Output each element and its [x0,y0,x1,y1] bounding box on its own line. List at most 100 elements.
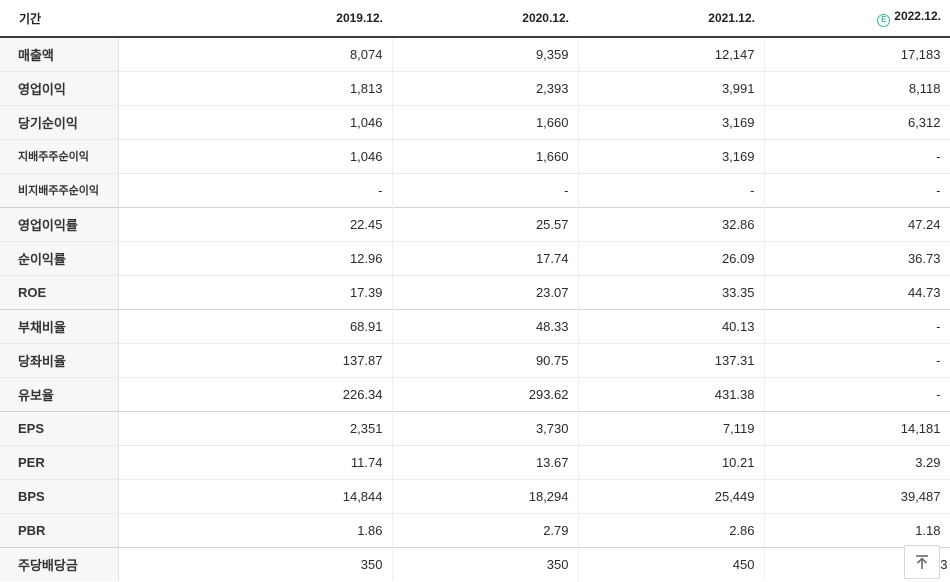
cell-value: 137.31 [578,343,765,377]
cell-value: 1,660 [392,139,579,173]
scroll-to-top-button[interactable] [904,545,940,579]
cell-value: 90.75 [392,343,579,377]
cell-value: 22.45 [118,207,393,241]
table-row: 주당배당금 350 350 450 3 [0,547,950,581]
cell-value: 33.35 [578,275,765,309]
row-label: 유보율 [0,377,119,411]
table-row: 영업이익 1,813 2,393 3,991 8,118 [0,71,950,105]
table-row: 당기순이익 1,046 1,660 3,169 6,312 [0,105,950,139]
cell-value: 1,813 [118,71,393,105]
cell-value: 17,183 [764,37,950,71]
table-row: PER 11.74 13.67 10.21 3.29 [0,445,950,479]
cell-value: 1.18 [764,513,950,547]
cell-value: - [764,343,950,377]
cell-value: 293.62 [392,377,579,411]
cell-value: 2,393 [392,71,579,105]
cell-value: 47.24 [764,207,950,241]
table-row: PBR 1.86 2.79 2.86 1.18 [0,513,950,547]
cell-value: 68.91 [118,309,393,343]
cell-value: 450 [578,547,765,581]
cell-value: 36.73 [764,241,950,275]
row-label: 부채비율 [0,309,119,343]
cell-value: - [392,173,579,207]
table-row: 지배주주순이익 1,046 1,660 3,169- [0,139,950,173]
cell-value: 39,487 [764,479,950,513]
cell-value: 3,169 [578,139,765,173]
cell-value: 9,359 [392,37,579,71]
row-label: 당좌비율 [0,343,119,377]
year-header-2021-12-: 2021.12. [578,0,764,38]
table-body: 매출액 8,074 9,359 12,147 17,183 영업이익 1,813 2,393 3… [0,37,950,581]
cell-value: 44.73 [764,275,950,309]
cell-value: 2,351 [118,411,393,445]
table-row: BPS 14,844 18,294 25,449 39,487 [0,479,950,513]
cell-value: 17.74 [392,241,579,275]
row-label: 지배주주순이익 [0,139,119,173]
cell-value: - [764,377,950,411]
table-header: 기간 2019.12. 2020.12. 2021.12. E 2022.12. [0,0,950,38]
cell-value: 2.86 [578,513,765,547]
cell-value: - [764,173,950,207]
cell-value: 431.38 [578,377,765,411]
cell-value: 137.87 [118,343,393,377]
cell-value: 8,074 [118,37,393,71]
row-label: 당기순이익 [0,105,119,139]
cell-value: 14,181 [764,411,950,445]
cell-value: 8,118 [764,71,950,105]
cell-value: 17.39 [118,275,393,309]
cell-value: 1,046 [118,105,393,139]
cell-value: 6,312 [764,105,950,139]
row-label: 순이익률 [0,241,119,275]
table-row: 유보율 226.34 293.62 431.38- [0,377,950,411]
table-row: 매출액 8,074 9,359 12,147 17,183 [0,37,950,71]
row-label: EPS [0,411,119,445]
cell-value: 3,730 [392,411,579,445]
row-label: 비지배주주순이익 [0,173,119,207]
cell-value: - [118,173,393,207]
cell-value: 23.07 [392,275,579,309]
cell-value: 25.57 [392,207,579,241]
estimate-badge-icon: E [877,13,891,27]
table-row: 부채비율 68.91 48.33 40.13- [0,309,950,343]
cell-value: 32.86 [578,207,765,241]
period-header-label: 기간 [0,0,118,38]
cell-value: 12,147 [578,37,765,71]
cell-value: 40.13 [578,309,765,343]
year-header-2020-12-: 2020.12. [392,0,578,38]
year-header-2022-12-: E 2022.12. [764,0,950,38]
table-row: 순이익률 12.96 17.74 26.09 36.73 [0,241,950,275]
cell-value: 1.86 [118,513,393,547]
row-label: BPS [0,479,119,513]
table-row: 영업이익률 22.45 25.57 32.86 47.24 [0,207,950,241]
cell-value: 1,046 [118,139,393,173]
cell-value: 18,294 [392,479,579,513]
cell-value: 7,119 [578,411,765,445]
cell-value: 12.96 [118,241,393,275]
arrow-up-to-bar-icon [913,553,931,571]
row-label: ROE [0,275,119,309]
cell-value: 226.34 [118,377,393,411]
cell-value: 3,991 [578,71,765,105]
row-label: 주당배당금 [0,547,119,581]
cell-value: 26.09 [578,241,765,275]
cell-value: 1,660 [392,105,579,139]
row-label: 영업이익률 [0,207,119,241]
cell-value: 2.79 [392,513,579,547]
row-label: 영업이익 [0,71,119,105]
cell-value: - [764,139,950,173]
table-row: 당좌비율 137.87 90.75 137.31- [0,343,950,377]
row-label: PER [0,445,119,479]
cell-value: 11.74 [118,445,393,479]
table-row: 비지배주주순이익 - - - - [0,173,950,207]
table-row: ROE 17.39 23.07 33.35 44.73 [0,275,950,309]
cell-value: - [764,309,950,343]
cell-value: - [578,173,765,207]
row-label: PBR [0,513,119,547]
cell-value: 350 [392,547,579,581]
cell-value: 48.33 [392,309,579,343]
cell-value: 14,844 [118,479,393,513]
cell-value: 3.29 [764,445,950,479]
cell-value: 350 [118,547,393,581]
table-row: EPS 2,351 3,730 7,119 14,181 [0,411,950,445]
